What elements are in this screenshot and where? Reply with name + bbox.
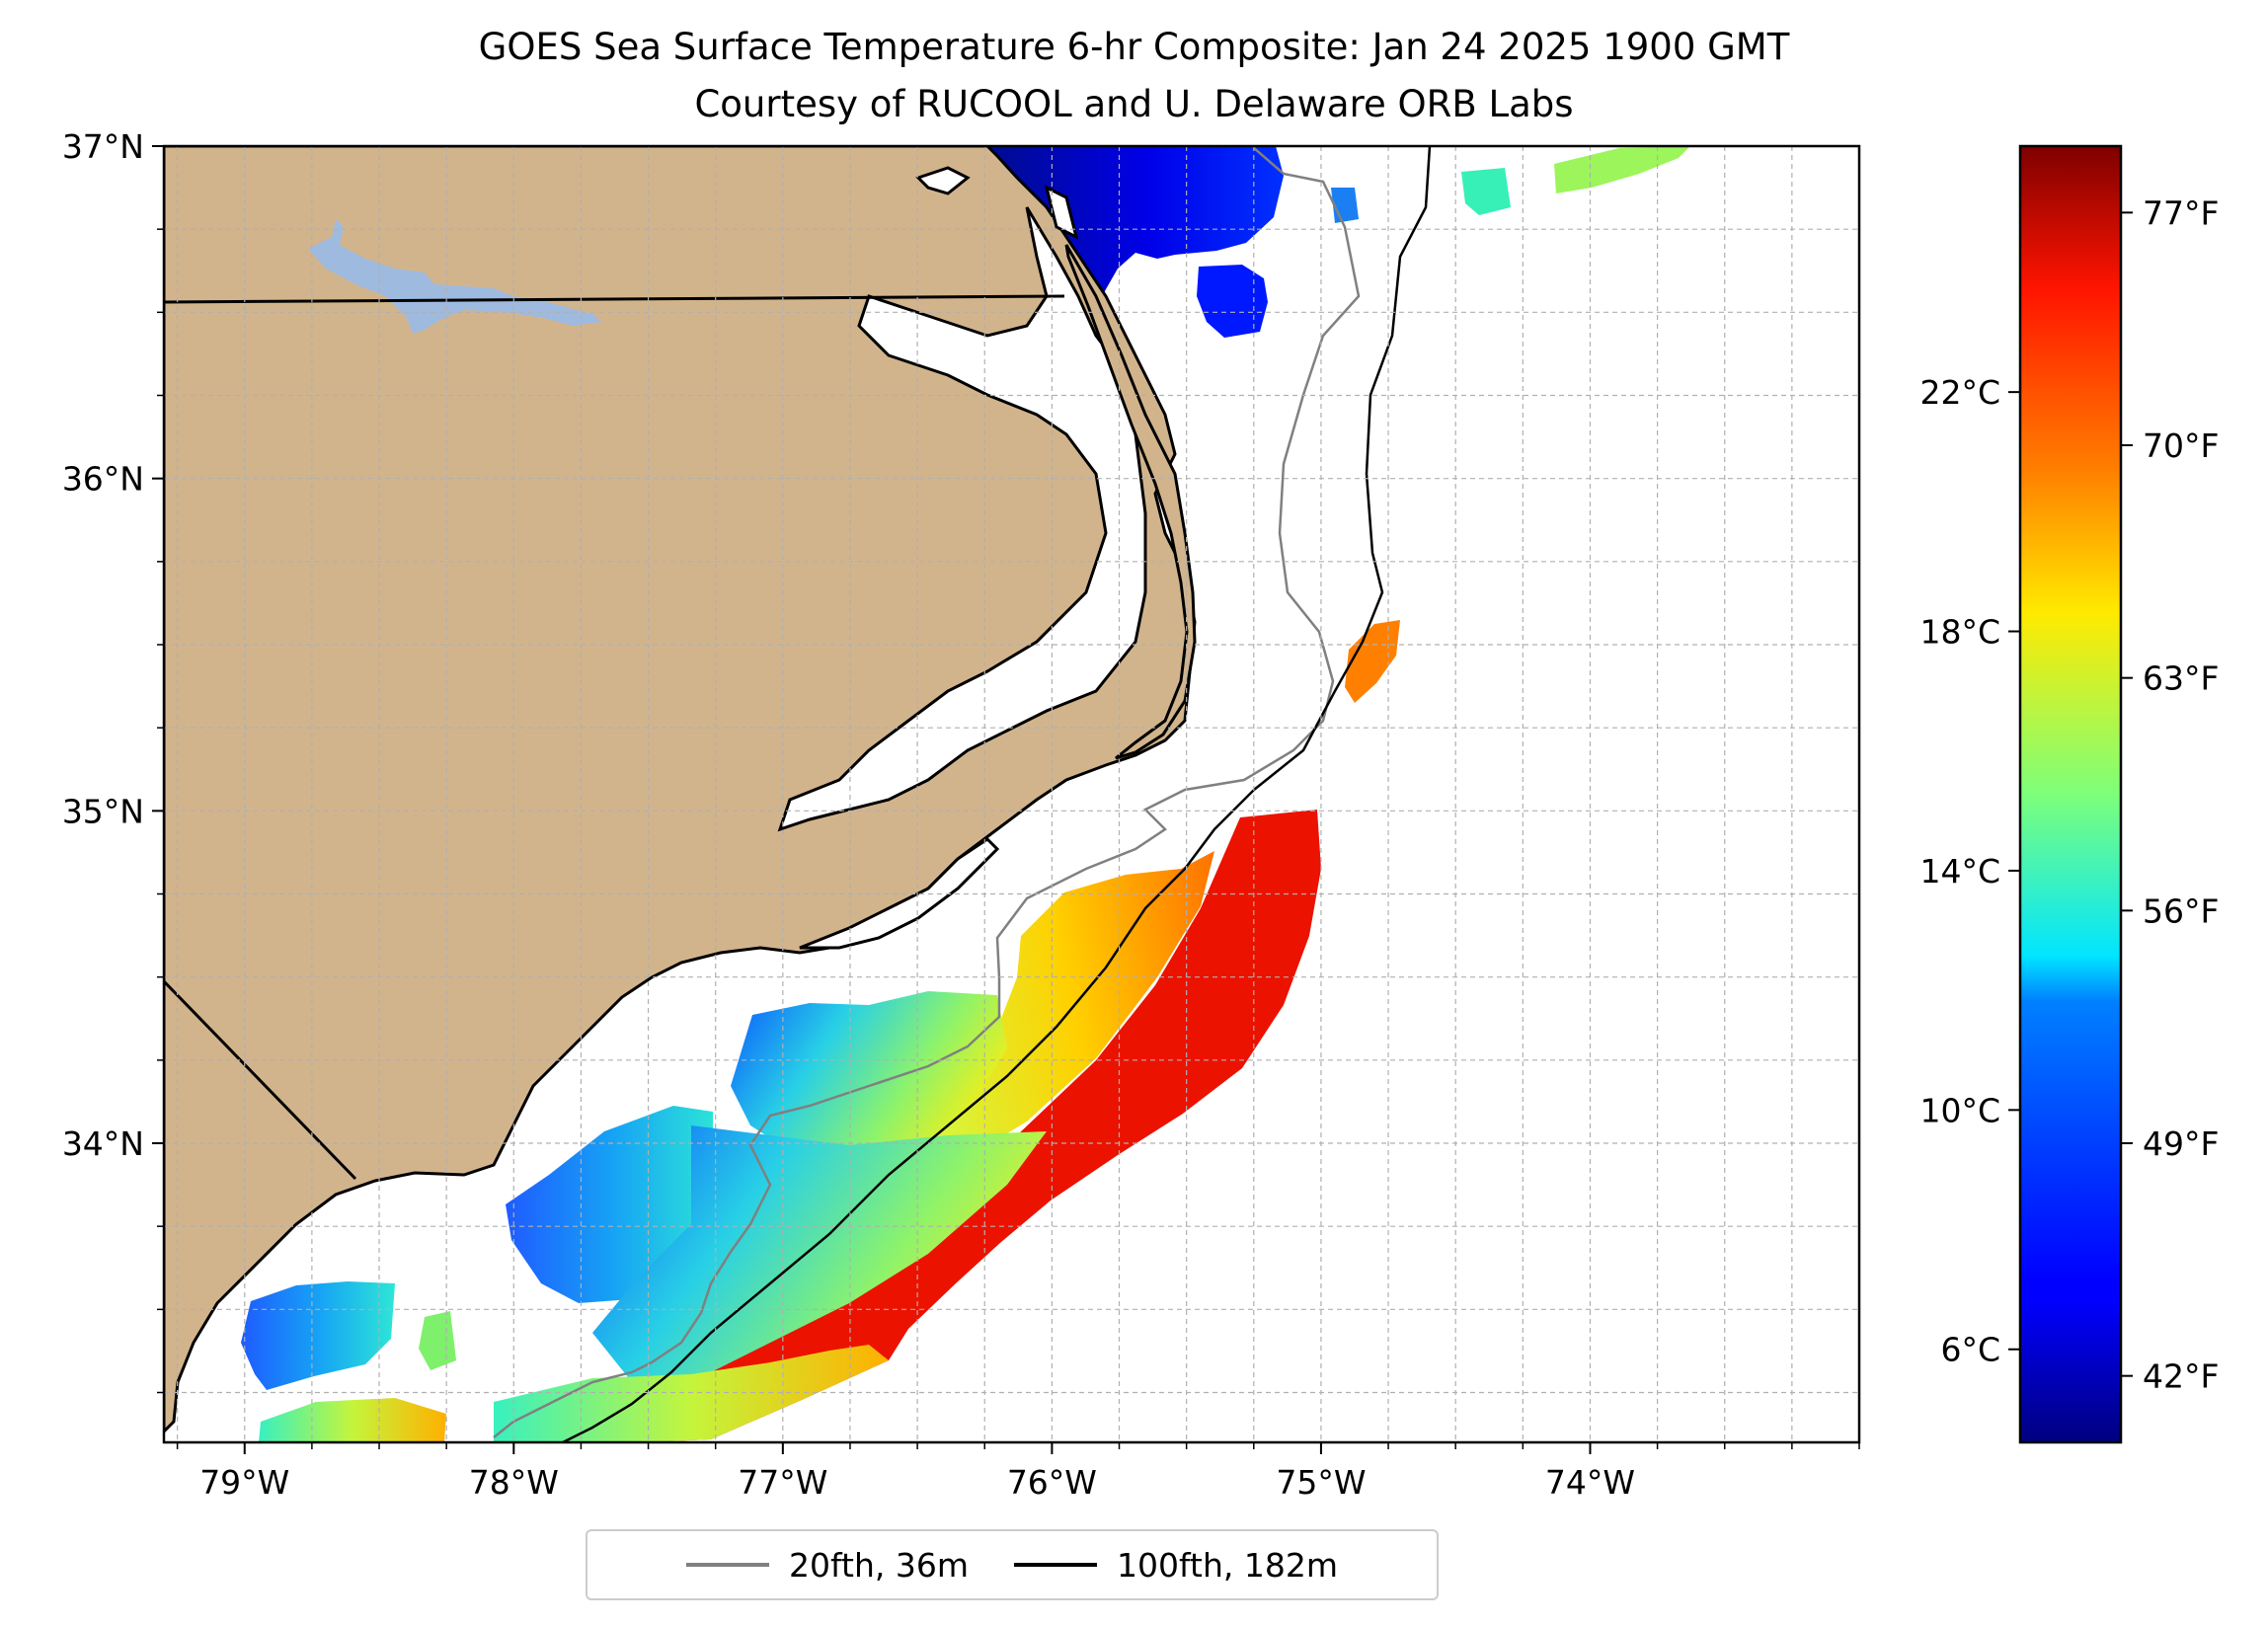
legend-label-20fth: 20fth, 36m — [789, 1545, 969, 1585]
sst-south-warm — [494, 1345, 889, 1442]
colorbar-label-fahrenheit: 70°F — [2143, 426, 2219, 465]
colorbar-label-fahrenheit: 56°F — [2143, 891, 2219, 930]
colorbar-label-celsius: 6°C — [1940, 1331, 2000, 1369]
colorbar-ticks: 6°C 10°C 14°C 18°C 22°C 42°F 49°F 56°F 63°F 70°F 7… — [1919, 194, 2219, 1395]
colorbar-label-fahrenheit: 42°F — [2143, 1357, 2219, 1396]
colorbar — [2018, 144, 2123, 1444]
map-title: GOES Sea Surface Temperature 6-hr Compos… — [478, 26, 1790, 68]
tick-label-lat: 35°N — [62, 792, 144, 830]
sst-sw-green-small — [419, 1311, 456, 1370]
lake-gaston — [308, 219, 602, 334]
sst-mid-south — [592, 1125, 1047, 1382]
legend-item-100fth: 100fth, 182m — [1014, 1546, 1338, 1585]
legend-swatch-100fth — [1014, 1563, 1097, 1567]
sst-data — [241, 146, 1690, 1442]
depth-legend: 20fth, 36m 100fth, 182m — [586, 1529, 1439, 1600]
colorbar-label-celsius: 10°C — [1919, 1091, 2000, 1129]
colorbar-label-celsius: 18°C — [1919, 613, 2000, 652]
colorbar-label-celsius: 22°C — [1919, 373, 2000, 412]
sst-shelf-mid — [731, 991, 1007, 1157]
sst-north-cold-patch — [1197, 265, 1268, 338]
colorbar-label-fahrenheit: 63°F — [2143, 659, 2219, 698]
map-gridlines — [164, 146, 1859, 1442]
colorbar-label-celsius: 14°C — [1919, 852, 2000, 890]
tick-label-lat: 37°N — [62, 127, 144, 166]
map-frame — [162, 144, 1861, 1444]
tick-label-lon: 74°W — [1545, 1463, 1635, 1502]
sst-ne-teal — [1461, 168, 1511, 215]
colorbar-label-fahrenheit: 77°F — [2143, 194, 2219, 232]
sst-sw-coastal — [259, 1398, 446, 1442]
coastal-sounds — [777, 166, 1147, 950]
tick-label-lat: 36°N — [62, 460, 144, 499]
map-subtitle: Courtesy of RUCOOL and U. Delaware ORB L… — [694, 83, 1574, 125]
tick-label-lon: 78°W — [469, 1463, 559, 1502]
tick-label-lon: 76°W — [1007, 1463, 1097, 1502]
sst-gulf-stream — [628, 810, 1321, 1442]
legend-swatch-20fth — [686, 1563, 769, 1567]
legend-label-100fth: 100fth, 182m — [1117, 1545, 1338, 1585]
sst-hatteras-orange — [1345, 620, 1400, 703]
tick-label-lon: 79°W — [199, 1463, 289, 1502]
contour-20fth — [493, 147, 1361, 1438]
contour-100fth — [562, 146, 1432, 1442]
outer-banks — [1064, 244, 1197, 760]
colorbar-label-fahrenheit: 49°F — [2143, 1124, 2219, 1163]
sst-ne-green — [1554, 146, 1690, 194]
sst-sw-blue — [241, 1281, 395, 1390]
nc-sc-border — [164, 979, 357, 1181]
legend-item-20fth: 20fth, 36m — [686, 1546, 969, 1585]
tick-label-lon: 77°W — [738, 1463, 827, 1502]
map-axis-ticks: 79°W 78°W 77°W 76°W 75°W 74°W 34°N 35°N 36°N 37°N — [62, 127, 1860, 1502]
tick-label-lat: 34°N — [62, 1124, 144, 1163]
nc-va-border — [164, 294, 1065, 304]
tick-label-lon: 75°W — [1276, 1463, 1366, 1502]
